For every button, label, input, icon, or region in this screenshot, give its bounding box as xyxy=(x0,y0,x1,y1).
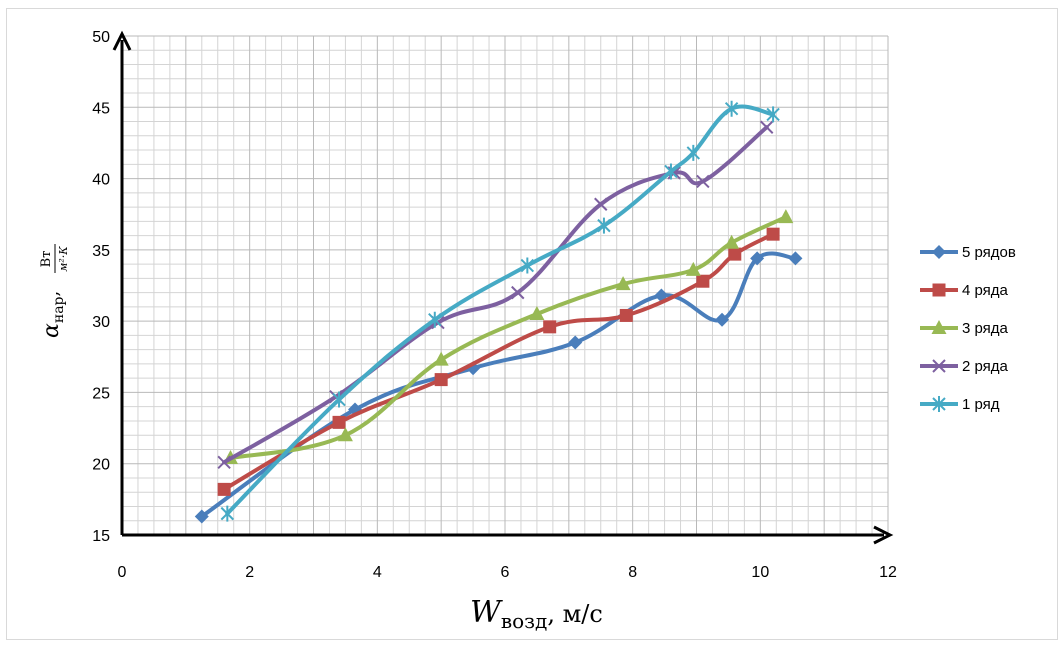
y-tick-label: 50 xyxy=(92,29,110,46)
y-axis-title: αнар, Вт м²·К xyxy=(39,244,70,338)
series-line xyxy=(225,104,776,516)
legend-marker xyxy=(932,283,946,297)
x-tick-label: 6 xyxy=(501,564,510,581)
legend-label: 1 ряд xyxy=(962,396,1000,413)
data-point xyxy=(766,106,780,123)
series-2 xyxy=(217,227,780,496)
x-tick-label: 10 xyxy=(751,564,769,581)
x-tick-label: 8 xyxy=(628,564,637,581)
data-point xyxy=(337,427,353,442)
axes xyxy=(112,30,894,545)
y-tick-label: 15 xyxy=(92,528,110,545)
data-point xyxy=(433,351,449,366)
data-point xyxy=(217,482,231,496)
data-point xyxy=(724,234,740,249)
data-point xyxy=(715,312,730,327)
data-point xyxy=(788,251,803,266)
data-point xyxy=(728,247,742,261)
x-axis-arrow xyxy=(873,525,894,545)
major-grid xyxy=(122,35,889,535)
y-axis-unit-numerator: Вт xyxy=(39,251,54,268)
legend-marker xyxy=(932,359,946,373)
legend-marker xyxy=(932,396,946,412)
data-point xyxy=(529,306,545,321)
data-point xyxy=(194,509,209,524)
data-point xyxy=(434,373,448,387)
y-axis-title-sub: нар xyxy=(51,296,67,323)
legend: 5 рядов 4 ряда 3 ряда 2 ряда 1 ряд xyxy=(920,244,1016,413)
x-axis-title-sub: возд xyxy=(501,609,548,633)
x-tick-label: 2 xyxy=(245,564,254,581)
y-tick-label: 20 xyxy=(92,457,110,474)
y-tick-label: 25 xyxy=(92,385,110,402)
x-tick-label: 4 xyxy=(373,564,382,581)
series-line xyxy=(222,125,769,465)
data-point xyxy=(619,308,633,322)
x-tick-label: 12 xyxy=(879,564,897,581)
x-tick-labels: 0 2 4 6 8 10 12 xyxy=(118,564,897,581)
y-axis-title-main: α xyxy=(39,323,64,338)
x-axis-title: Wвозд, м/с xyxy=(470,595,603,633)
legend-label: 4 ряда xyxy=(962,282,1009,299)
legend-marker xyxy=(931,320,947,334)
legend-item: 5 рядов xyxy=(920,244,1016,261)
series-4 xyxy=(217,120,774,469)
y-tick-label: 35 xyxy=(92,243,110,260)
data-point xyxy=(615,276,631,291)
series-5 xyxy=(220,100,780,522)
y-tick-labels: 15 20 25 30 35 40 45 50 xyxy=(92,29,110,545)
data-point xyxy=(760,120,774,134)
x-axis-title-main: W xyxy=(470,595,503,630)
data-point xyxy=(332,391,346,408)
data-point xyxy=(724,100,739,117)
data-point xyxy=(664,163,678,180)
y-tick-label: 40 xyxy=(92,172,110,189)
series-3 xyxy=(223,209,794,465)
legend-item: 1 ряд xyxy=(920,396,1000,413)
series xyxy=(194,100,803,524)
data-point xyxy=(750,251,765,266)
chart-frame xyxy=(6,8,1058,640)
legend-item: 4 ряда xyxy=(920,282,1009,299)
data-point xyxy=(696,274,710,288)
legend-item: 3 ряда xyxy=(920,320,1009,337)
data-point xyxy=(217,455,231,469)
svg-text:αнар,: αнар, xyxy=(39,291,67,338)
y-axis-arrow xyxy=(112,30,132,51)
data-point xyxy=(428,311,442,328)
data-point xyxy=(597,217,611,234)
data-point xyxy=(778,209,794,224)
data-point xyxy=(568,335,583,350)
data-point xyxy=(766,227,780,241)
legend-item: 2 ряда xyxy=(920,358,1009,375)
legend-label: 3 ряда xyxy=(962,320,1009,337)
y-tick-label: 45 xyxy=(92,100,110,117)
data-point xyxy=(520,257,535,274)
x-axis-title-unit: , м/с xyxy=(547,600,602,628)
data-point xyxy=(543,320,557,334)
y-tick-label: 30 xyxy=(92,314,110,331)
data-point xyxy=(686,144,701,161)
legend-marker xyxy=(932,245,946,259)
data-point xyxy=(696,174,710,189)
legend-label: 5 рядов xyxy=(962,244,1016,261)
data-point xyxy=(511,285,525,300)
data-point xyxy=(594,197,608,211)
x-tick-label: 0 xyxy=(118,564,127,581)
legend-label: 2 ряда xyxy=(962,358,1009,375)
data-point xyxy=(220,505,235,522)
data-point xyxy=(332,415,346,429)
y-axis-unit-denominator: м²·К xyxy=(57,246,70,272)
data-point xyxy=(685,261,701,276)
